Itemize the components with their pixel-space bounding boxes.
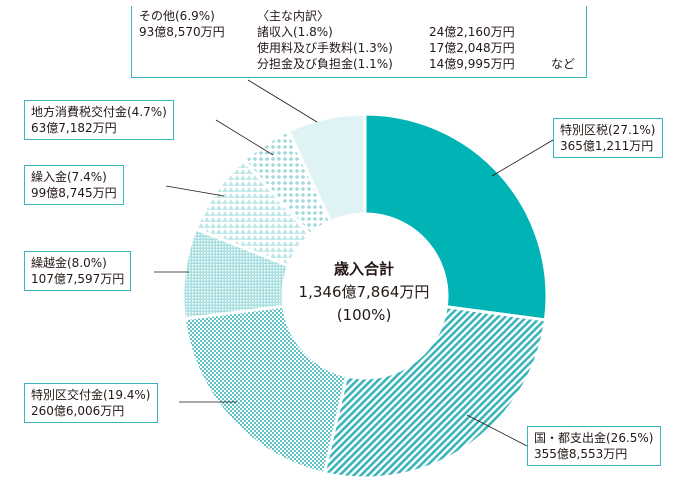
center-total: 1,346億7,864万円 [298, 283, 430, 301]
breakdown-item-name: 使用料及び手数料(1.3%) [257, 41, 393, 55]
donut-center-label: 歳入合計 1,346億7,864万円 (100%) [264, 258, 464, 327]
breakdown-header: 〈主な内訳〉 [257, 9, 330, 23]
leader-line-sonota [247, 79, 318, 123]
label-amount: 63億7,182万円 [31, 121, 117, 135]
breakdown-item: 諸収入(1.8%) 24億2,160万円 [257, 24, 575, 40]
other-breakdown: 〈主な内訳〉 諸収入(1.8%) 24億2,160万円 使用料及び手数料(1.3… [257, 8, 575, 72]
label-amount: 365億1,211万円 [560, 139, 654, 153]
slice-tokubetsu-ku-kofukin [182, 304, 349, 476]
slice-kuni-to-shishutsukin [322, 305, 548, 480]
label-amount: 355億8,553万円 [534, 447, 628, 461]
breakdown-item-amount: 14億9,995万円 [429, 57, 515, 71]
breakdown-item: 分担金及び負担金(1.1%) 14億9,995万円 など [257, 56, 575, 72]
label-name: 繰越金(8.0%) [31, 256, 107, 270]
breakdown-item: 使用料及び手数料(1.3%) 17億2,048万円 [257, 40, 575, 56]
label-kurikoshikin: 繰越金(8.0%) 107億7,597万円 [24, 251, 132, 291]
breakdown-item-amount: 17億2,048万円 [429, 41, 515, 55]
label-sonota-amount: 93億8,570万円 [139, 25, 225, 39]
center-title: 歳入合計 [333, 260, 394, 278]
breakdown-item-name: 諸収入(1.8%) [257, 25, 333, 39]
label-amount: 260億6,006万円 [31, 404, 125, 418]
label-kurirekin: 繰入金(7.4%) 99億8,745万円 [24, 165, 124, 205]
label-sonota-name: その他(6.9%) [139, 9, 215, 23]
label-name: 地方消費税交付金(4.7%) [31, 105, 167, 119]
label-name: 特別区交付金(19.4%) [31, 388, 151, 402]
label-amount: 99億8,745万円 [31, 186, 117, 200]
label-kuni-to-shishutsukin: 国・都支出金(26.5%) 355億8,553万円 [527, 426, 661, 466]
label-chiho-shohizei-kofukin: 地方消費税交付金(4.7%) 63億7,182万円 [24, 100, 174, 140]
label-sonota: その他(6.9%) 93億8,570万円 [139, 8, 225, 40]
center-percent: (100%) [336, 306, 392, 324]
leader-line-kurire [165, 185, 225, 197]
leader-line-kuni-to [466, 414, 528, 447]
breakdown-item-amount: 24億2,160万円 [429, 25, 515, 39]
leader-line-tokubetsu-kuzei [491, 139, 554, 177]
leader-line-chiho [215, 119, 274, 156]
breakdown-item-name: 分担金及び負担金(1.1%) [257, 57, 393, 71]
label-name: 繰入金(7.4%) [31, 170, 107, 184]
slice-tokubetsu-kuzei [363, 112, 549, 322]
breakdown-suffix: など [551, 57, 576, 71]
label-name: 国・都支出金(26.5%) [534, 431, 654, 445]
other-breakdown-box [131, 6, 587, 78]
slice-sonota [286, 112, 367, 224]
label-tokubetsu-kuzei: 特別区税(27.1%) 365億1,211万円 [553, 118, 663, 158]
label-tokubetsu-ku-kofukin: 特別区交付金(19.4%) 260億6,006万円 [24, 383, 158, 423]
label-name: 特別区税(27.1%) [560, 123, 656, 137]
label-amount: 107億7,597万円 [31, 272, 125, 286]
